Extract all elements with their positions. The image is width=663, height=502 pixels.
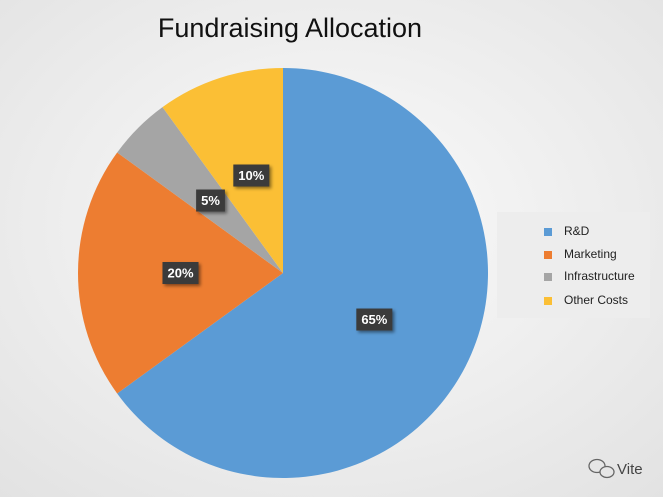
data-label-text: 10% bbox=[238, 168, 264, 183]
data-label-text: 65% bbox=[361, 312, 387, 327]
legend-label: Marketing bbox=[564, 247, 617, 261]
data-label-box bbox=[196, 189, 225, 212]
watermark: Vite bbox=[588, 458, 643, 479]
pie-slice bbox=[117, 68, 488, 478]
data-label: 5% bbox=[196, 189, 225, 212]
data-label-box bbox=[356, 308, 393, 331]
legend-label: R&D bbox=[564, 224, 590, 238]
chart-title: Fundraising Allocation bbox=[158, 13, 422, 43]
legend-box bbox=[497, 212, 650, 318]
legend-swatch bbox=[544, 251, 552, 259]
data-label-text: 20% bbox=[167, 265, 193, 280]
pie-slice bbox=[162, 68, 283, 273]
data-label-box bbox=[233, 164, 270, 187]
watermark-icon bbox=[599, 465, 615, 479]
legend-swatch bbox=[544, 273, 552, 281]
watermark-icon bbox=[588, 458, 606, 474]
legend-label: Infrastructure bbox=[564, 269, 635, 283]
data-label: 65% bbox=[356, 308, 393, 331]
data-label: 20% bbox=[162, 262, 199, 284]
legend-label: Other Costs bbox=[564, 293, 628, 307]
data-label-text: 5% bbox=[201, 193, 220, 208]
watermark-text: Vite bbox=[617, 461, 643, 478]
data-label: 10% bbox=[233, 164, 270, 187]
legend-swatch bbox=[544, 228, 552, 236]
data-label-box bbox=[162, 262, 199, 284]
legend-swatch bbox=[544, 297, 552, 305]
